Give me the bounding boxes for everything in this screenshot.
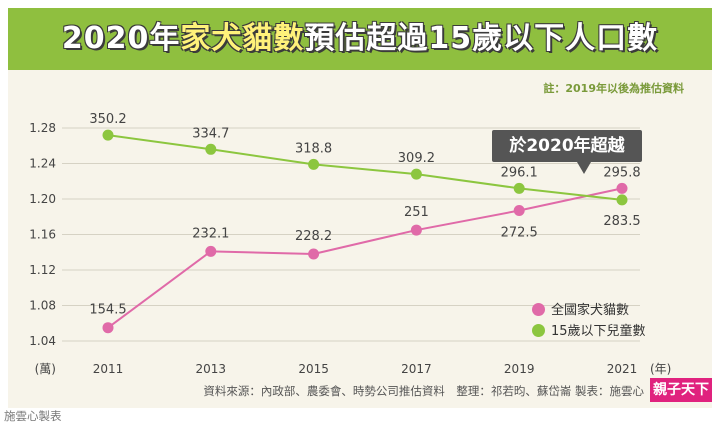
pets-series-line (107, 187, 623, 329)
pets-data-point (513, 205, 525, 217)
y-tick-label: 1.16 (29, 228, 56, 242)
legend-label-children: 15歲以下兒童數 (551, 324, 646, 339)
children-data-point (308, 158, 320, 170)
legend-swatch-children (532, 324, 545, 337)
brand-logo: 親子天下 (650, 378, 712, 402)
pets-data-label: 272.5 (501, 226, 538, 241)
y-axis-unit: (萬) (35, 362, 56, 376)
legend-swatch-pets (532, 303, 545, 316)
children-data-label: 283.5 (603, 214, 640, 229)
title-highlight: 家犬貓數 (180, 21, 305, 56)
x-tick-label: 2019 (504, 362, 535, 376)
pets-data-label: 251 (404, 205, 429, 220)
x-tick-label: 2017 (401, 362, 432, 376)
page-title: 2020年家犬貓數預估超過15歲以下人口數 (8, 8, 712, 70)
children-data-label: 318.8 (295, 141, 332, 156)
legend-item-children: 15歲以下兒童數 (532, 320, 646, 339)
children-series-line (107, 134, 623, 201)
y-tick-label: 1.12 (29, 263, 56, 277)
y-tick-label: 1.20 (29, 192, 56, 206)
x-tick-label: 2011 (93, 362, 124, 376)
y-tick-label: 1.08 (29, 299, 56, 313)
source-line: 資料來源：內政部、農委會、時勢公司推估資料 整理：祁若昀、蘇岱崙 製表：施雲心 (203, 384, 644, 398)
chart-panel (8, 70, 712, 408)
pets-data-label: 154.5 (89, 303, 126, 318)
children-data-label: 309.2 (398, 151, 435, 166)
y-tick-label: 1.28 (29, 121, 56, 135)
title-part2: 預估超過15歲以下人口數 (304, 21, 659, 56)
callout-box: 於2020年超越 (492, 130, 642, 162)
legend-item-pets: 全國家犬貓數 (532, 299, 629, 318)
children-data-point (616, 194, 628, 206)
callout-pointer (577, 162, 591, 174)
pets-data-label: 228.2 (295, 229, 332, 244)
x-tick-label: 2021 (607, 362, 638, 376)
x-tick-label: 2013 (196, 362, 227, 376)
title-band: 2020年家犬貓數預估超過15歲以下人口數 (8, 8, 712, 70)
pets-data-point (308, 248, 320, 260)
pets-data-label: 295.8 (603, 165, 640, 180)
y-tick-label: 1.04 (29, 334, 56, 348)
pets-data-point (616, 182, 628, 194)
pets-data-point (102, 322, 114, 334)
legend-label-pets: 全國家犬貓數 (551, 303, 630, 318)
children-data-point (102, 129, 114, 141)
children-data-point (410, 168, 422, 180)
y-tick-label: 1.24 (29, 157, 56, 171)
maker-credit: 施雲心製表 (4, 409, 62, 423)
pets-data-label: 232.1 (192, 226, 229, 241)
children-data-label: 296.1 (501, 165, 538, 180)
children-data-point (513, 182, 525, 194)
x-tick-label: 2015 (298, 362, 329, 376)
pets-data-point (410, 224, 422, 236)
children-data-label: 350.2 (89, 112, 126, 127)
x-axis-unit: (年) (650, 362, 671, 376)
children-data-label: 334.7 (192, 126, 229, 141)
pets-data-point (205, 245, 217, 257)
projection-note: 註：2019年以後為推估資料 (543, 82, 684, 95)
title-part1: 2020年 (61, 21, 181, 56)
children-data-point (205, 143, 217, 155)
